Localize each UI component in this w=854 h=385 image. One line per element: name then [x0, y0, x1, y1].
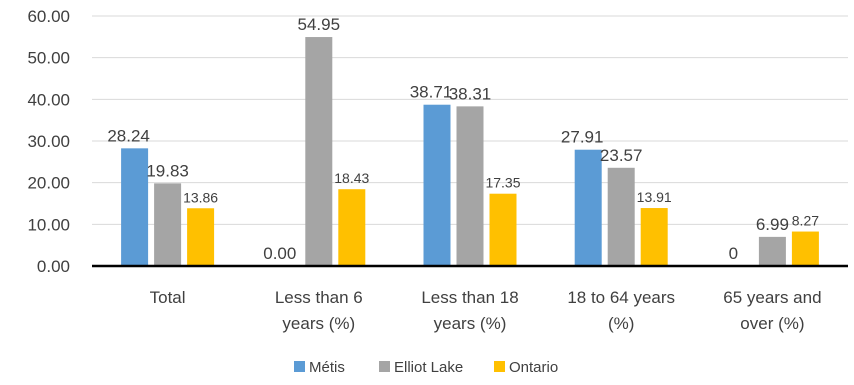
- data-label: 6.99: [756, 215, 789, 234]
- x-category-label: Less than 18 years (%): [421, 288, 518, 333]
- bar-métis: [574, 149, 602, 266]
- data-label: 17.35: [485, 175, 520, 191]
- x-category-label: 18 to 64 years (%): [567, 288, 675, 333]
- data-label: 13.86: [183, 189, 218, 205]
- bar-ontario: [640, 208, 668, 266]
- y-tick-label: 40.00: [27, 90, 70, 109]
- x-axis: Total Less than 6 years (%) Less than 18 yea…: [92, 264, 848, 333]
- y-tick-label: 50.00: [27, 49, 70, 68]
- data-label: 13.91: [637, 189, 672, 205]
- data-label: 54.95: [298, 15, 341, 34]
- bar-elliot-lake: [154, 183, 182, 266]
- bar-ontario: [791, 231, 819, 266]
- legend-label: Ontario: [509, 359, 558, 376]
- x-category-label: 65 years and over (%): [723, 288, 821, 333]
- legend-label: Elliot Lake: [394, 359, 463, 376]
- bar-métis: [121, 148, 149, 266]
- y-tick-label: 0.00: [37, 257, 70, 276]
- data-label: 38.31: [449, 84, 492, 103]
- bar-elliot-lake: [607, 167, 635, 266]
- data-label: 23.57: [600, 146, 643, 165]
- bar-métis: [423, 104, 451, 266]
- bar-ontario: [187, 208, 215, 266]
- bar-elliot-lake: [456, 106, 484, 266]
- legend-swatch: [294, 361, 305, 372]
- data-label: 0.00: [263, 244, 296, 263]
- data-label: 8.27: [792, 213, 819, 229]
- y-tick-label: 60.00: [27, 7, 70, 26]
- bar-ontario: [338, 189, 366, 266]
- legend-label: Métis: [309, 359, 345, 376]
- legend: Métis Elliot Lake Ontario: [294, 359, 558, 376]
- y-tick-label: 20.00: [27, 174, 70, 193]
- bar-ontario: [489, 193, 517, 266]
- data-label: 38.71: [410, 83, 453, 102]
- y-tick-label: 10.00: [27, 215, 70, 234]
- bar-elliot-lake: [758, 236, 786, 266]
- legend-swatch: [494, 361, 505, 372]
- y-tick-label: 30.00: [27, 132, 70, 151]
- y-axis: 0.00 10.00 20.00 30.00 40.00 50.00 60.00: [27, 7, 70, 276]
- data-label: 27.91: [561, 128, 604, 147]
- bar-elliot-lake: [305, 37, 333, 266]
- x-category-label: Total: [150, 288, 186, 307]
- data-label: 19.83: [146, 161, 189, 180]
- data-label: 28.24: [107, 126, 150, 145]
- data-label: 0: [729, 244, 738, 263]
- bars: [121, 37, 819, 266]
- data-label: 18.43: [334, 170, 369, 186]
- x-category-label: Less than 6 years (%): [275, 288, 363, 333]
- legend-swatch: [379, 361, 390, 372]
